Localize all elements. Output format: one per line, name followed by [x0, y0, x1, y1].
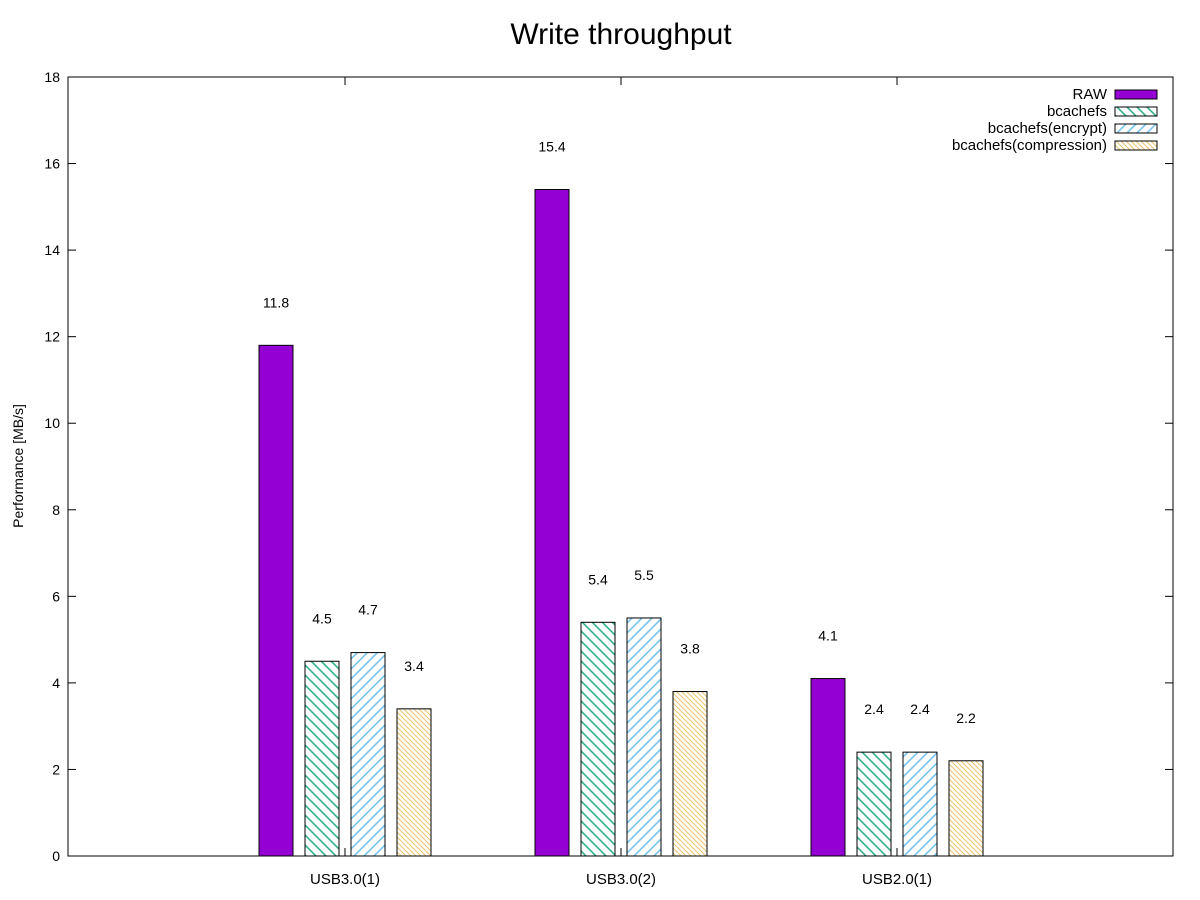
data-label: 15.4 [538, 139, 565, 155]
legend-swatch [1114, 89, 1158, 100]
x-tick-label: USB3.0(1) [310, 871, 380, 888]
data-label: 4.7 [358, 602, 378, 618]
plot-frame [67, 76, 1174, 857]
legend: RAWbcachefsbcachefs(encrypt)bcachefs(com… [952, 86, 1158, 154]
y-tick-label: 14 [44, 242, 60, 258]
y-tick-label: 10 [44, 415, 60, 431]
y-tick-label: 2 [52, 761, 60, 777]
bar-bcachefs-usb2-0-1- [856, 751, 892, 857]
chart-title: Write throughput [510, 18, 732, 51]
legend-label: bcachefs [1047, 103, 1107, 120]
legend-swatch [1114, 140, 1158, 151]
bar-bcachefs-encrypt--usb3-0-2- [626, 617, 662, 857]
plot-marks: 0 2 4 6 8 10 12 14 16 18 USB3.0(1) 11.8 4.5 4.7 3.4 USB… [44, 69, 1173, 888]
bar-raw-usb3-0-1- [258, 344, 294, 857]
bar-raw-usb2-0-1- [810, 678, 846, 857]
data-label: 11.8 [263, 294, 289, 310]
y-tick-label: 4 [52, 675, 60, 691]
x-tick-label: USB3.0(2) [586, 871, 656, 888]
bar-bcachefs-encrypt--usb3-0-1- [350, 652, 386, 857]
y-tick-label: 18 [44, 69, 60, 85]
data-label: 3.4 [404, 658, 424, 674]
y-tick-label: 16 [44, 156, 60, 172]
legend-label: bcachefs(encrypt) [988, 120, 1107, 137]
y-tick-label: 8 [52, 502, 60, 518]
x-tick-label: USB2.0(1) [862, 871, 932, 888]
data-label: 3.8 [680, 641, 700, 657]
legend-swatch [1114, 123, 1158, 134]
legend-label: RAW [1073, 86, 1108, 103]
y-tick-label: 6 [52, 588, 60, 604]
data-label: 5.5 [634, 567, 654, 583]
bar-raw-usb3-0-2- [534, 189, 570, 857]
data-label: 4.5 [312, 610, 332, 626]
y-axis-label: Performance [MB/s] [10, 404, 26, 528]
bar-bcachefs-usb3-0-2- [580, 621, 616, 857]
bar-bcachefs-encrypt--usb2-0-1- [902, 751, 938, 857]
data-label: 2.4 [910, 701, 930, 717]
bar-bcachefs-usb3-0-1- [304, 660, 340, 857]
bar-bcachefs-compression--usb2-0-1- [948, 760, 984, 857]
data-label: 4.1 [818, 628, 838, 644]
bar-bcachefs-compression--usb3-0-1- [396, 708, 432, 857]
data-label: 2.4 [864, 701, 884, 717]
legend-swatch [1114, 106, 1158, 117]
data-label: 5.4 [588, 571, 608, 587]
bar-bcachefs-compression--usb3-0-2- [672, 691, 708, 857]
data-label: 2.2 [956, 710, 976, 726]
legend-label: bcachefs(compression) [952, 137, 1107, 154]
y-tick-label: 0 [52, 848, 60, 864]
y-tick-label: 12 [44, 329, 60, 345]
